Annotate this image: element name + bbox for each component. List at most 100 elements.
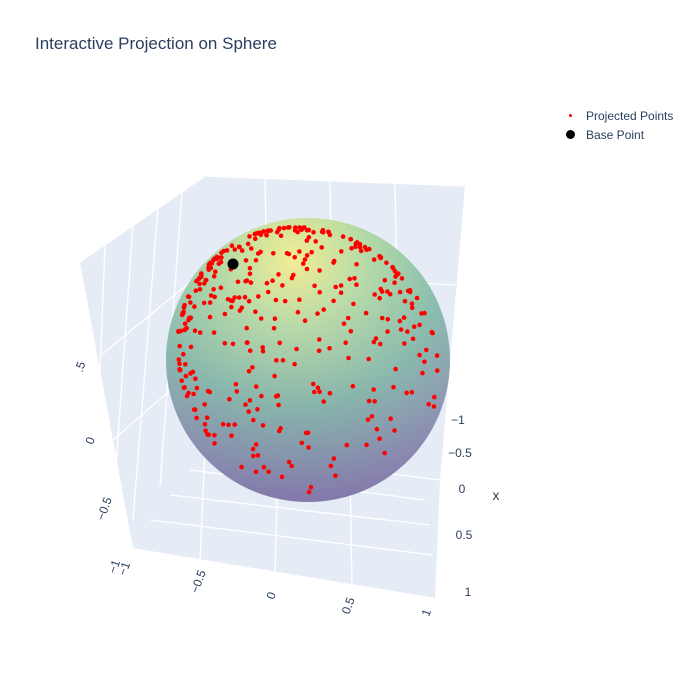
projected-point [212, 294, 217, 300]
projected-point [181, 351, 186, 357]
x-tick-label: −1 [451, 413, 465, 427]
projected-point [313, 239, 319, 244]
projected-point [364, 442, 369, 448]
projected-point [204, 415, 210, 421]
z-tick-label: −1 [105, 558, 123, 576]
projected-point [255, 453, 261, 458]
projected-point [253, 258, 259, 263]
projected-point [311, 230, 316, 235]
projected-point [321, 307, 327, 312]
projected-point [419, 311, 424, 316]
x-axis-title: x [493, 487, 500, 503]
projected-point [315, 311, 320, 316]
projected-point [279, 474, 285, 480]
projected-point [289, 275, 295, 281]
projected-point [363, 310, 369, 316]
projected-point [292, 254, 298, 260]
projected-point [220, 421, 226, 427]
projected-point [338, 283, 344, 288]
projected-point [274, 358, 279, 363]
projected-point [255, 230, 261, 236]
legend-swatch-base-icon [555, 125, 585, 144]
legend-label: Projected Points [586, 108, 674, 123]
projected-point [420, 370, 425, 376]
projected-point [422, 359, 427, 365]
x-tick-label: 0.5 [456, 528, 473, 542]
projected-point [239, 464, 244, 470]
projected-point [191, 391, 196, 397]
projected-point [331, 260, 336, 265]
projected-point [185, 294, 191, 299]
projected-point [260, 348, 266, 354]
projected-point [230, 341, 236, 347]
projected-point [244, 325, 249, 331]
projected-point [201, 300, 207, 306]
projected-point [385, 289, 390, 294]
projected-point [239, 248, 245, 253]
projected-point [230, 298, 235, 304]
projected-point [371, 387, 377, 392]
chart-title: Interactive Projection on Sphere [35, 34, 277, 53]
pane-left [80, 176, 205, 548]
base-point-series [227, 258, 239, 270]
projected-point [402, 298, 408, 304]
projected-point [184, 393, 190, 399]
projected-point [236, 295, 242, 300]
legend-label: Base Point [586, 127, 645, 142]
projected-point [306, 445, 311, 450]
projected-point [302, 318, 308, 324]
projected-point [405, 288, 411, 294]
legend-item-base-point[interactable]: Base Point [555, 125, 673, 144]
legend-item-projected-points[interactable]: Projected Points [555, 106, 673, 125]
projected-point [306, 489, 312, 495]
projected-point [301, 261, 306, 266]
projected-point [399, 276, 405, 281]
projected-point [193, 376, 198, 382]
projected-point [317, 389, 322, 395]
projected-point [213, 269, 218, 275]
projected-point [397, 289, 403, 295]
projected-point [253, 469, 259, 475]
projected-point [306, 235, 312, 240]
projected-point [243, 258, 249, 263]
projected-point [183, 326, 188, 332]
projected-point [320, 227, 326, 233]
projected-point [277, 225, 282, 231]
projected-point [409, 305, 415, 311]
projected-point [405, 329, 410, 334]
projected-point [277, 428, 282, 434]
projected-point [286, 251, 292, 257]
projected-point [319, 245, 325, 250]
projected-point [378, 341, 383, 347]
projected-point [253, 442, 259, 447]
projected-point [188, 300, 193, 305]
projected-point [358, 248, 364, 254]
projected-point [396, 271, 401, 277]
projected-point [177, 367, 182, 372]
projected-point [280, 358, 286, 363]
projected-point [435, 368, 440, 373]
projected-point [398, 327, 404, 332]
projected-point [347, 276, 353, 282]
projected-point [261, 229, 267, 234]
projected-point [216, 261, 222, 267]
projected-point [218, 285, 224, 291]
projected-point [300, 225, 306, 231]
projected-point [212, 256, 218, 261]
grid-line [199, 449, 206, 561]
projected-point [310, 381, 316, 387]
projected-point [235, 279, 241, 285]
projected-point [293, 225, 298, 230]
projected-point [222, 311, 228, 317]
projected-point [232, 247, 238, 252]
projected-point [417, 322, 422, 328]
projected-point [327, 232, 333, 238]
projected-point [250, 365, 255, 370]
projected-point [289, 463, 295, 469]
projected-point [243, 402, 248, 407]
projected-point [327, 390, 333, 396]
projected-point [392, 280, 397, 286]
projected-point [192, 304, 197, 309]
